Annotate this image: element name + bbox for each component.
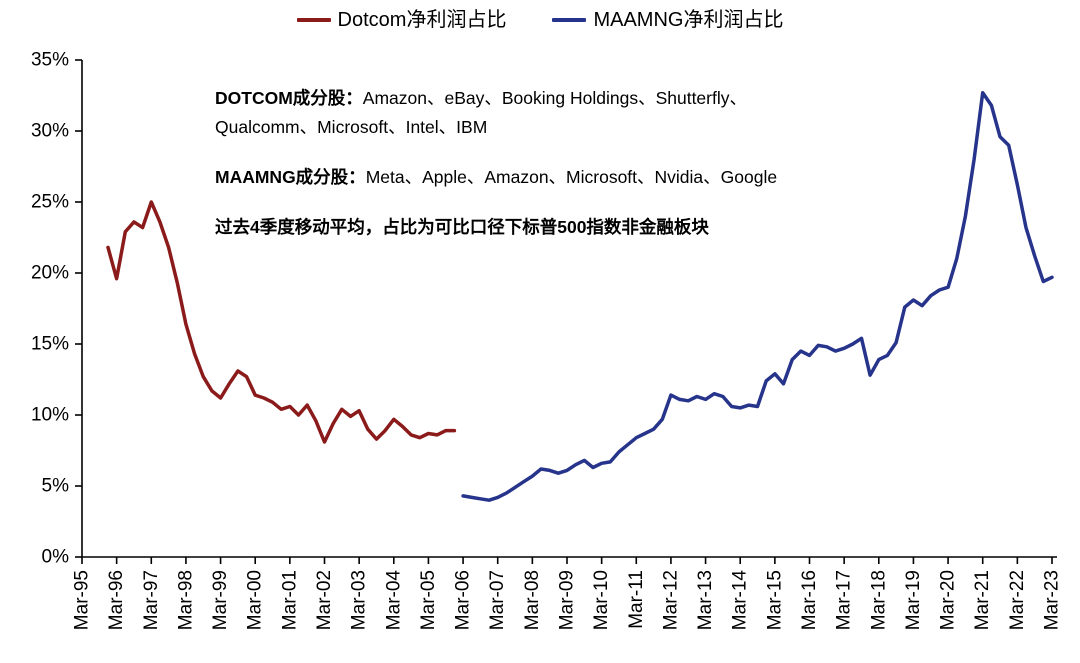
maamng-constituents-note: MAAMNG成分股：Meta、Apple、Amazon、Microsoft、Nv… xyxy=(215,163,815,192)
x-axis-label: Mar-20 xyxy=(938,570,959,630)
x-axis-label: Mar-10 xyxy=(591,570,612,630)
maamng-series-line xyxy=(461,90,1054,502)
x-axis-label: Mar-19 xyxy=(903,570,924,630)
x-axis-label: Mar-17 xyxy=(834,570,855,630)
methodology-note: 过去4季度移动平均，占比为可比口径下标普500指数非金融板块 xyxy=(215,217,709,237)
x-axis-label: Mar-16 xyxy=(799,570,820,630)
x-axis-label: Mar-00 xyxy=(245,570,266,630)
x-axis-label: Mar-96 xyxy=(106,570,127,630)
dotcom-note-prefix: DOTCOM成分股： xyxy=(215,88,363,108)
x-axis-label: Mar-03 xyxy=(349,570,370,630)
legend-item-maamng: MAAMNG净利润占比 xyxy=(552,8,783,32)
maamng-note-prefix: MAAMNG成分股： xyxy=(215,167,366,187)
chart-annotations: DOTCOM成分股：Amazon、eBay、Booking Holdings、S… xyxy=(215,84,815,263)
dotcom-legend-label: Dotcom净利润占比 xyxy=(337,9,507,31)
x-axis-label: Mar-98 xyxy=(175,570,196,630)
x-axis-label: Mar-95 xyxy=(72,570,93,630)
x-axis-label: Mar-07 xyxy=(487,570,508,630)
y-axis-label: 35% xyxy=(31,50,69,71)
y-axis-label: 0% xyxy=(42,547,70,568)
x-axis-label: Mar-14 xyxy=(730,570,751,631)
legend-item-dotcom: Dotcom净利润占比 xyxy=(296,8,507,32)
y-axis-label: 30% xyxy=(31,121,69,142)
x-axis-label: Mar-02 xyxy=(314,570,335,630)
x-axis-label: Mar-12 xyxy=(660,570,681,630)
x-axis-label: Mar-06 xyxy=(453,570,474,630)
x-axis-label: Mar-97 xyxy=(141,570,162,630)
maamng-legend-label: MAAMNG净利润占比 xyxy=(593,9,784,31)
x-axis-label: Mar-01 xyxy=(279,570,300,630)
dotcom-line-swatch xyxy=(296,18,331,22)
legend: Dotcom净利润占比 MAAMNG净利润占比 xyxy=(0,8,1080,32)
dotcom-note-list: Amazon、eBay、Booking Holdings、Shutterfly、… xyxy=(215,88,747,137)
dotcom-constituents-note: DOTCOM成分股：Amazon、eBay、Booking Holdings、S… xyxy=(215,84,815,142)
x-axis-label: Mar-05 xyxy=(418,570,439,630)
x-axis-label: Mar-15 xyxy=(764,570,785,630)
x-axis-label: Mar-08 xyxy=(522,570,543,630)
maamng-note-list: Meta、Apple、Amazon、Microsoft、Nvidia、Googl… xyxy=(365,167,778,187)
x-axis-label: Mar-13 xyxy=(695,570,716,630)
x-axis-label: Mar-21 xyxy=(972,570,993,630)
dotcom-series-line xyxy=(106,200,457,444)
x-axis-label: Mar-22 xyxy=(1007,570,1028,630)
x-axis-label: Mar-23 xyxy=(1042,570,1063,630)
x-axis-label: Mar-99 xyxy=(210,570,231,630)
y-axis-label: 15% xyxy=(31,334,69,355)
y-axis-label: 20% xyxy=(31,263,69,284)
x-axis-label: Mar-11 xyxy=(626,570,647,629)
x-axis-label: Mar-09 xyxy=(557,570,578,630)
y-axis-label: 25% xyxy=(31,192,69,213)
y-axis-label: 5% xyxy=(42,476,70,497)
x-axis-label: Mar-04 xyxy=(383,570,404,631)
y-axis-label: 10% xyxy=(31,405,69,426)
maamng-line-swatch xyxy=(552,18,587,22)
x-axis-label: Mar-18 xyxy=(868,570,889,630)
